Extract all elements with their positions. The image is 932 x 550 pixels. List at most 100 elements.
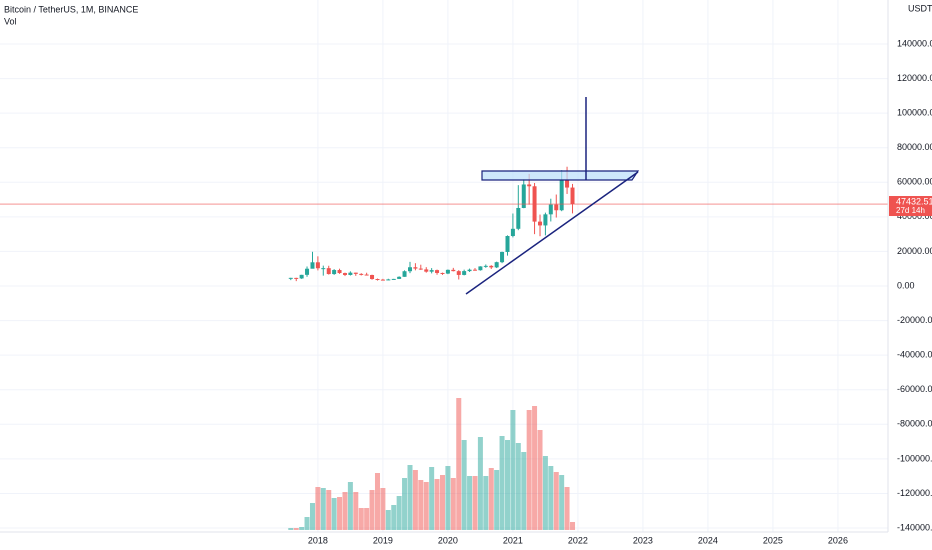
candle-body — [494, 262, 499, 268]
candle-body — [489, 265, 494, 268]
axes: 140000.00 120000.00 100000.00 80000.00 60000… — [308, 38, 932, 545]
y-tick-label: -140000.00 — [897, 522, 932, 532]
x-tick-label: 2018 — [308, 535, 328, 545]
y-tick-label: 20000.00 — [897, 246, 932, 256]
y-tick-label: 140000.00 — [897, 38, 932, 48]
volume-bar — [391, 505, 397, 530]
candle-body — [473, 269, 478, 271]
candle-body — [418, 268, 423, 270]
volume-bar — [299, 527, 305, 530]
volume-bar — [494, 470, 500, 530]
candle-body — [294, 277, 299, 279]
candle-body — [305, 268, 310, 275]
volume-bar — [337, 497, 343, 530]
scale-label: USDT — [908, 3, 932, 13]
price-pane — [0, 166, 888, 282]
grid — [0, 0, 888, 532]
volume-bar — [320, 488, 326, 530]
candle-body — [435, 270, 440, 273]
volume-bar — [526, 410, 532, 530]
candle-body — [337, 270, 342, 274]
candle-body — [424, 269, 429, 272]
candle-body — [467, 269, 472, 272]
volume-bar — [364, 508, 370, 530]
volume-bar — [488, 468, 494, 530]
volume-bar — [467, 476, 473, 530]
volume-bar — [456, 398, 462, 530]
volume-bar — [570, 522, 576, 530]
x-tick-label: 2025 — [763, 535, 783, 545]
candle-body — [299, 274, 304, 279]
y-tick-label: -40000.00 — [897, 350, 932, 360]
candle-body — [315, 262, 320, 269]
volume-bar — [429, 467, 435, 530]
volume-bar — [407, 465, 413, 530]
x-tick-label: 2019 — [373, 535, 393, 545]
volume-bar — [505, 440, 511, 530]
candle-body — [429, 270, 434, 272]
candle-body — [559, 180, 564, 211]
y-tick-label: 0.00 — [897, 280, 915, 290]
volume-bar — [532, 406, 538, 530]
last-price-box — [889, 196, 932, 217]
volume-bar — [445, 466, 451, 530]
x-tick-label: 2026 — [828, 535, 848, 545]
candle-body — [521, 184, 526, 208]
volume-bar — [564, 487, 570, 530]
volume-bar — [521, 452, 527, 530]
volume-bar — [548, 466, 554, 530]
candle-body — [397, 276, 402, 279]
candle-body — [505, 236, 510, 252]
candle-body — [370, 274, 375, 280]
volume-bar — [347, 482, 353, 530]
y-tick-label: 120000.00 — [897, 73, 932, 83]
volume-bar — [380, 488, 386, 530]
volume-bar — [510, 410, 516, 530]
volume-bar — [440, 475, 446, 530]
volume-bar — [515, 443, 521, 530]
volume-bar — [499, 436, 505, 530]
volume-bar — [477, 437, 483, 530]
x-tick-label: 2023 — [633, 535, 653, 545]
x-tick-label: 2024 — [698, 535, 718, 545]
volume-bar — [331, 498, 337, 530]
last-price-label: 47432.51 — [896, 196, 932, 206]
candle-body — [548, 204, 553, 215]
volume-bar — [369, 490, 375, 530]
volume-bar — [418, 480, 424, 530]
y-tick-label: -60000.00 — [897, 384, 932, 394]
volume-bar — [342, 492, 348, 530]
candle-body — [456, 271, 461, 275]
candle-body — [375, 279, 380, 281]
volume-bar — [483, 476, 489, 530]
candle-body — [500, 251, 505, 263]
y-tick-label: 100000.00 — [897, 108, 932, 118]
volume-bar — [553, 472, 559, 530]
volume-bar — [537, 430, 543, 530]
candle-body — [478, 266, 483, 271]
candle-body — [310, 262, 315, 269]
candle-body — [342, 273, 347, 275]
volume-bar — [434, 479, 440, 530]
candle-body — [391, 278, 396, 280]
x-tick-label: 2020 — [438, 535, 458, 545]
resistance-zone — [481, 170, 640, 181]
candle-body — [413, 267, 418, 269]
y-tick-label: 60000.00 — [897, 177, 932, 187]
candle-body — [321, 268, 326, 270]
x-tick-label: 2021 — [503, 535, 523, 545]
candle-body — [462, 271, 467, 275]
candle-body — [348, 272, 353, 275]
candle-body — [543, 214, 548, 226]
y-tick-label: 40000.00 — [897, 211, 932, 221]
volume-bar — [559, 475, 565, 530]
volume-bar — [472, 476, 478, 530]
candle-body — [440, 272, 445, 274]
volume-bar — [353, 492, 359, 530]
volume-bar — [326, 490, 332, 530]
candle-body — [408, 267, 413, 272]
volume-bar — [385, 510, 391, 530]
volume-bar — [412, 470, 418, 530]
volume-bar — [542, 456, 548, 530]
volume-bar — [358, 508, 364, 530]
